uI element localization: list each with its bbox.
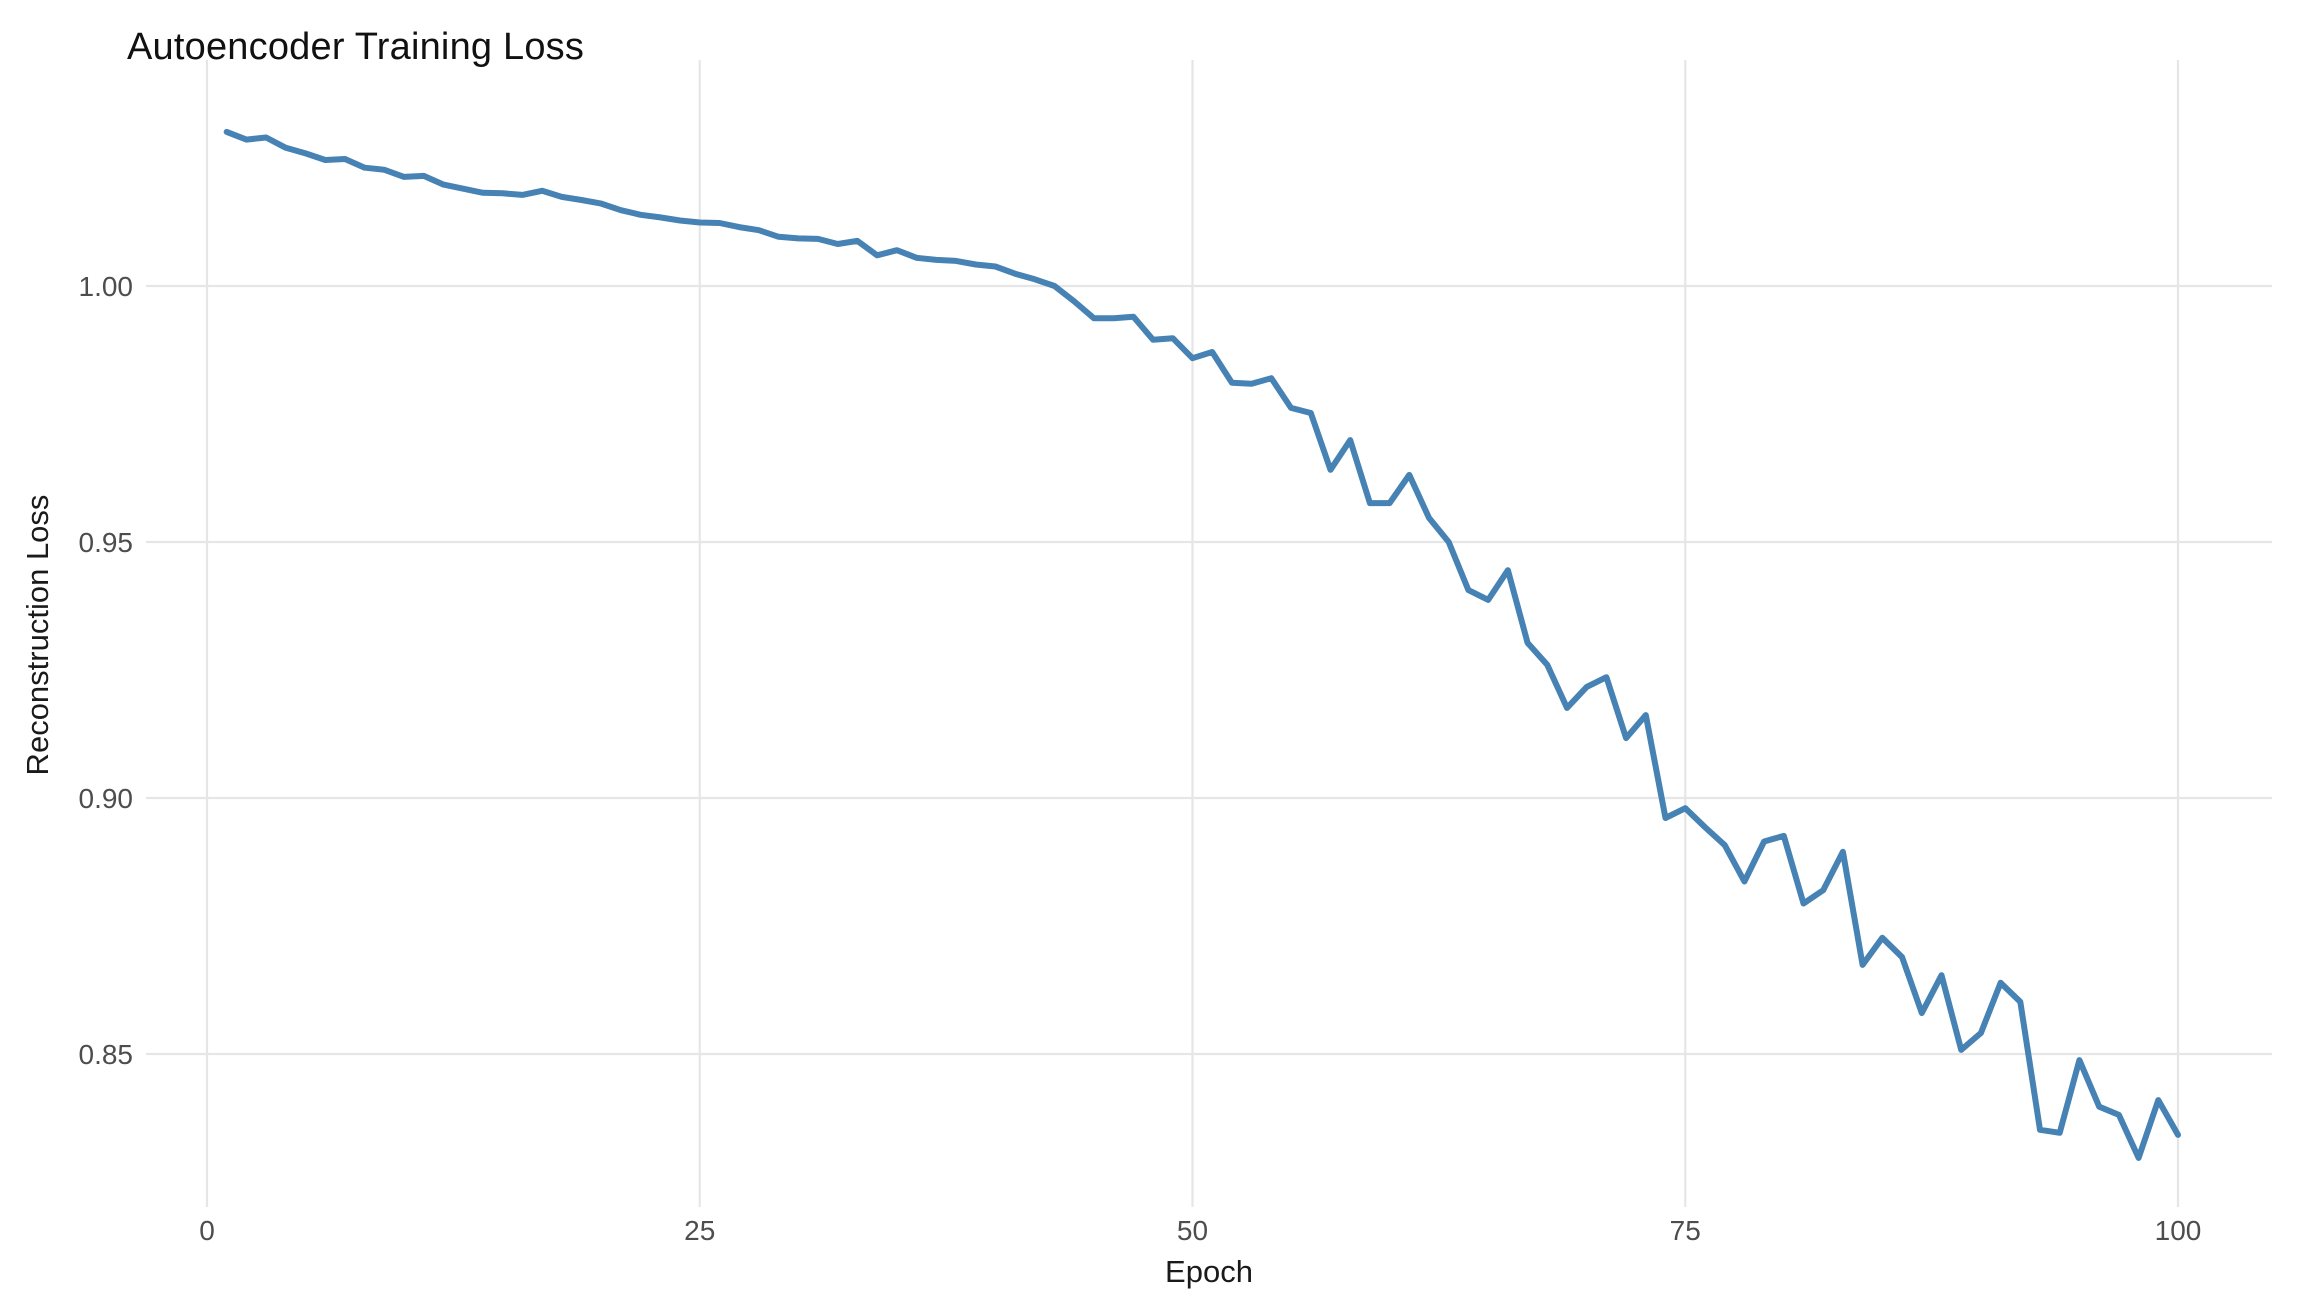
y-tick-label: 0.85	[79, 1039, 134, 1070]
x-tick-label: 0	[199, 1215, 215, 1246]
x-tick-label: 25	[684, 1215, 715, 1246]
y-tick-label: 1.00	[79, 271, 134, 302]
x-tick-label: 75	[1670, 1215, 1701, 1246]
loss-line	[223, 128, 2181, 1161]
y-tick-label: 0.90	[79, 783, 134, 814]
x-tick-label: 100	[2155, 1215, 2202, 1246]
y-tick-label: 0.95	[79, 527, 134, 558]
x-axis-title: Epoch	[1165, 1254, 1253, 1289]
chart-title: Autoencoder Training Loss	[127, 26, 585, 68]
x-tick-label: 50	[1177, 1215, 1208, 1246]
y-axis-title: Reconstruction Loss	[20, 494, 55, 776]
